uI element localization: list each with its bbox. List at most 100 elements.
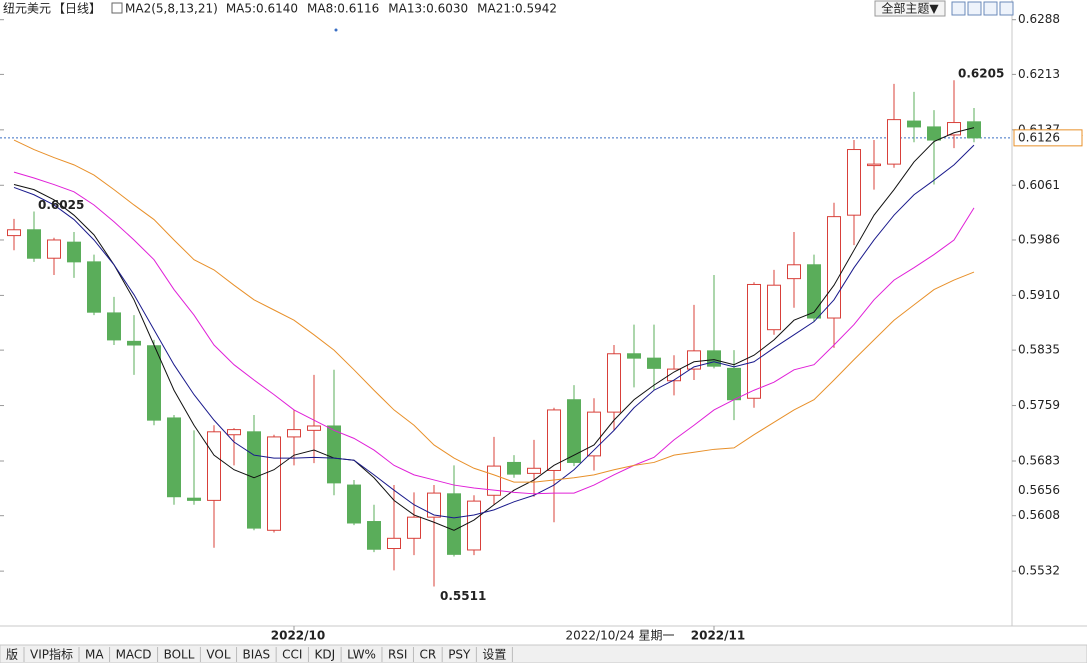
- toolbar-icons: [951, 1, 1014, 16]
- candle-body: [867, 163, 881, 167]
- theme-button[interactable]: [874, 0, 946, 17]
- last-price-box: [1013, 129, 1083, 147]
- candle-body: [467, 500, 481, 551]
- tab-label[interactable]: 设置: [482, 648, 506, 662]
- candle-body: [447, 493, 461, 555]
- tab-label[interactable]: BOLL: [164, 648, 195, 662]
- cursor-date-label: 2022/10/24 星期一: [566, 629, 675, 643]
- tab-label[interactable]: RSI: [388, 648, 408, 662]
- x-tick-label: 2022/10: [271, 629, 325, 643]
- y-tick-label: 0.5910: [1018, 288, 1060, 302]
- candle-body: [147, 345, 161, 421]
- indicator-icon: [111, 2, 123, 14]
- tab[interactable]: CR: [419, 647, 443, 662]
- legend-entry: MA13:0.6030: [388, 2, 468, 16]
- candle-body: [807, 264, 821, 319]
- candle-body: [927, 126, 941, 141]
- ma-line: [13, 144, 975, 519]
- indicator-label: MA2(5,8,13,21): [125, 2, 218, 16]
- extreme-label: 0.6025: [38, 198, 84, 212]
- tab[interactable]: VIP指标: [30, 647, 80, 663]
- tab-label[interactable]: VIP指标: [30, 647, 73, 662]
- last-price-label: 0.6126: [1018, 130, 1060, 144]
- tab-label[interactable]: LW%: [347, 648, 376, 662]
- tab[interactable]: MA: [85, 647, 111, 662]
- candle-body: [667, 368, 681, 382]
- legend-entry: MA5:0.6140: [226, 2, 298, 16]
- candle-body: [687, 350, 701, 370]
- candle-body: [107, 312, 121, 341]
- candle-body: [267, 436, 281, 531]
- tab-label[interactable]: BIAS: [243, 648, 271, 662]
- candle-body: [367, 521, 381, 550]
- candle-body: [327, 425, 341, 484]
- extreme-label: 0.6205: [958, 67, 1004, 81]
- tab-label[interactable]: KDJ: [314, 648, 335, 662]
- candle-body: [187, 497, 201, 501]
- candle-body: [847, 149, 861, 216]
- candle-body: [967, 121, 981, 139]
- candle-body: [907, 120, 921, 128]
- cursor-price-label: 0.5656: [1018, 483, 1060, 497]
- tab-label[interactable]: MACD: [116, 648, 152, 662]
- candle-body: [67, 241, 81, 263]
- theme-button-label[interactable]: 全部主题▼: [881, 1, 939, 16]
- back-icon[interactable]: [983, 1, 998, 16]
- tab-label[interactable]: VOL: [206, 648, 230, 662]
- period-label: 【日线】: [53, 2, 101, 16]
- y-tick-label: 0.5532: [1018, 564, 1060, 578]
- y-tick-label: 0.6213: [1018, 67, 1060, 81]
- candle-body: [27, 229, 41, 259]
- tab[interactable]: LW%: [347, 647, 383, 662]
- legend-entry: MA21:0.5942: [477, 2, 557, 16]
- candle-body: [287, 429, 301, 438]
- candle-body: [707, 350, 721, 367]
- tab[interactable]: VOL: [206, 647, 238, 662]
- candle-body: [547, 409, 561, 471]
- tab[interactable]: KDJ: [314, 647, 342, 662]
- tab[interactable]: BIAS: [243, 647, 277, 662]
- candle-body: [407, 516, 421, 539]
- extreme-label: 0.5511: [440, 589, 486, 603]
- tab[interactable]: MACD: [116, 647, 159, 662]
- tab-label[interactable]: MA: [85, 648, 104, 662]
- tab[interactable]: 设置: [482, 647, 513, 662]
- candle-body: [747, 283, 761, 399]
- candle-body: [167, 417, 181, 498]
- tab-label[interactable]: CCI: [282, 648, 302, 662]
- zoom-in-icon[interactable]: [951, 1, 966, 16]
- tab[interactable]: 版: [6, 647, 25, 662]
- candle-body: [627, 353, 641, 359]
- y-tick-label: 0.6061: [1018, 178, 1060, 192]
- ma-line: [13, 171, 975, 495]
- candle-body: [427, 492, 441, 518]
- chart-title: 纽元美元: [3, 2, 51, 16]
- candle-body: [507, 461, 521, 475]
- tab-label[interactable]: PSY: [448, 648, 471, 662]
- tab[interactable]: RSI: [388, 647, 414, 662]
- candle-body: [787, 264, 801, 280]
- candle-body: [527, 467, 541, 474]
- forward-icon[interactable]: [999, 1, 1014, 16]
- candle-body: [767, 284, 781, 331]
- tab-bar: [0, 644, 1087, 663]
- tab[interactable]: BOLL: [164, 647, 201, 662]
- candle-body: [647, 357, 661, 369]
- candle-body: [347, 484, 361, 524]
- candle-body: [307, 425, 321, 431]
- candle-body: [127, 340, 141, 346]
- candle-body: [587, 411, 601, 457]
- zoom-out-icon[interactable]: [967, 1, 982, 16]
- tab-label[interactable]: CR: [419, 648, 436, 662]
- y-tick-label: 0.6288: [1018, 12, 1060, 26]
- y-tick-label: 0.5759: [1018, 398, 1060, 412]
- tab[interactable]: CCI: [282, 647, 309, 662]
- tab[interactable]: PSY: [448, 647, 477, 662]
- x-tick-label: 2022/11: [691, 629, 745, 643]
- tab-label[interactable]: 版: [6, 648, 18, 662]
- candle-body: [47, 239, 61, 259]
- y-tick-label: 0.5683: [1018, 453, 1060, 467]
